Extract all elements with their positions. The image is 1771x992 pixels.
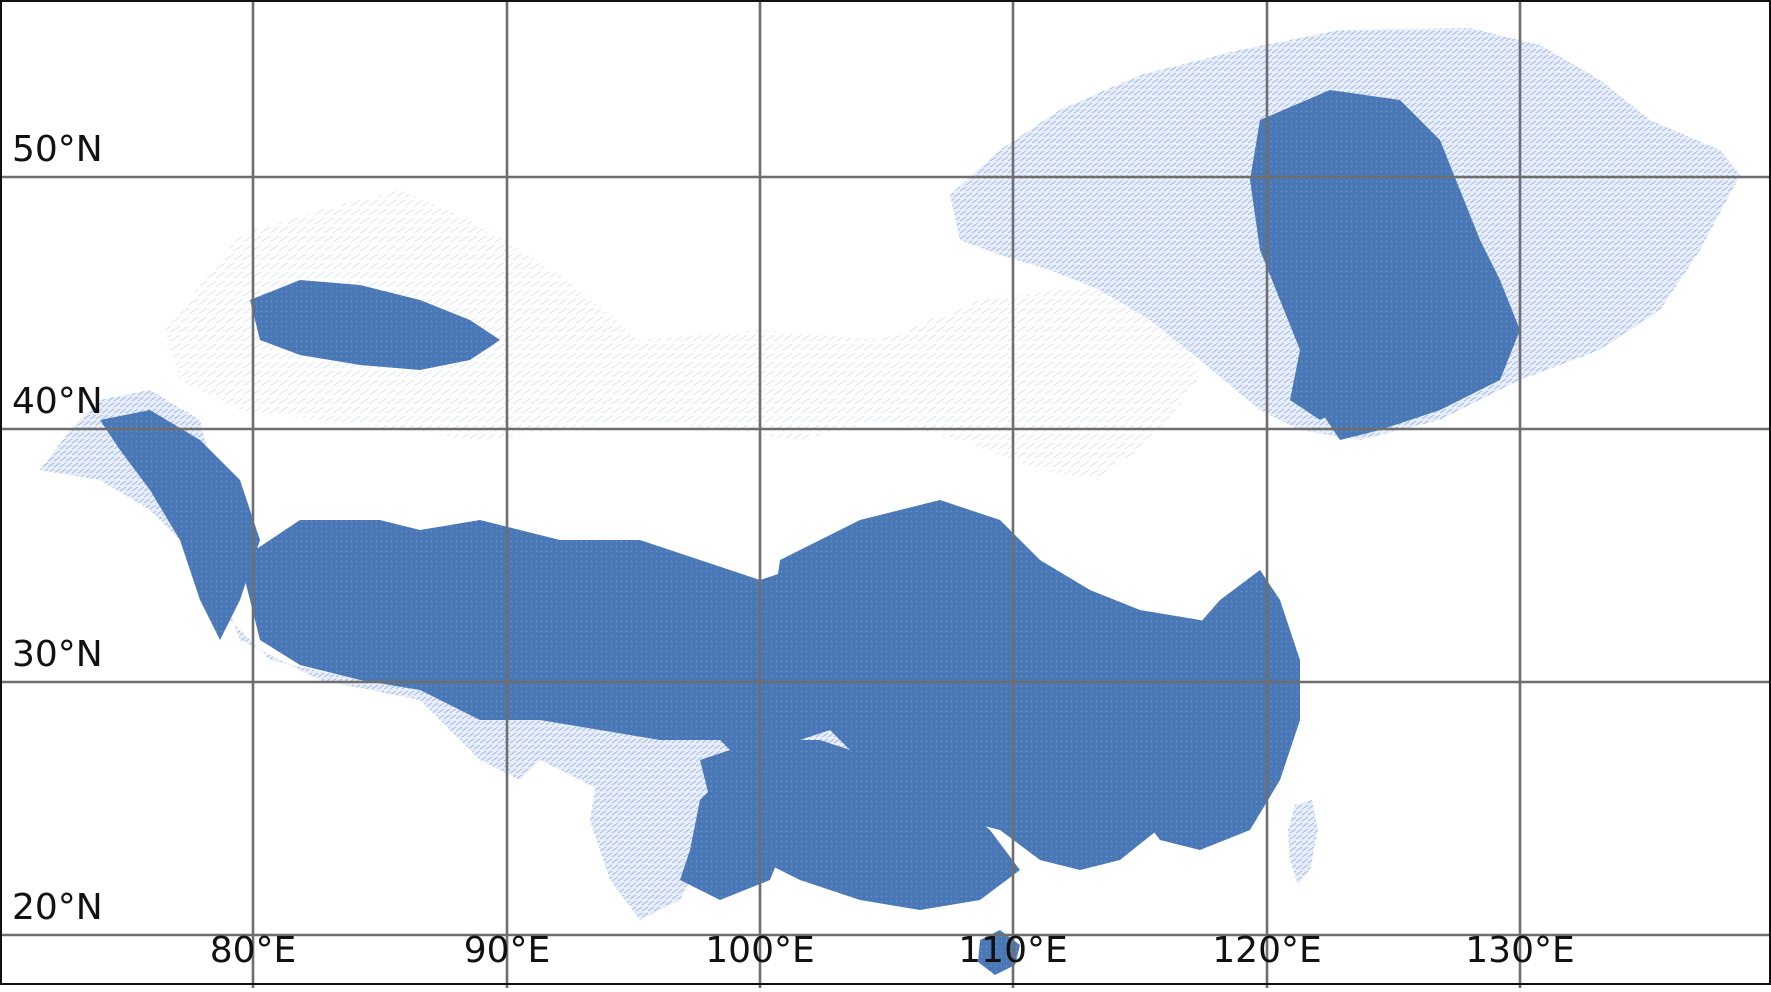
lon-label: 130°E (1465, 930, 1574, 971)
tianshan-region (250, 280, 500, 370)
lon-label: 120°E (1212, 930, 1321, 971)
lon-label: 80°E (210, 930, 297, 971)
latitude-labels: 50°N 40°N 30°N 20°N (12, 129, 103, 928)
yunnan-guangxi-region (700, 740, 1020, 910)
lat-label: 30°N (12, 634, 103, 675)
liaodong-region (1320, 270, 1520, 440)
lat-label: 20°N (12, 887, 103, 928)
lon-label: 90°E (464, 930, 551, 971)
hainan-island (978, 930, 1020, 975)
taiwan-island (1288, 800, 1318, 885)
longitude-labels: 80°E 90°E 100°E 110°E 120°E 130°E (210, 930, 1575, 971)
lon-label: 110°E (958, 930, 1067, 971)
lon-label: 100°E (705, 930, 814, 971)
northwest-basin-region (165, 190, 1200, 480)
lat-label: 40°N (12, 381, 103, 422)
southeast-coast-region (1120, 570, 1300, 850)
lat-label: 50°N (12, 129, 103, 170)
dense-river-regions (100, 90, 1520, 975)
kashmir-western-region (100, 410, 260, 640)
